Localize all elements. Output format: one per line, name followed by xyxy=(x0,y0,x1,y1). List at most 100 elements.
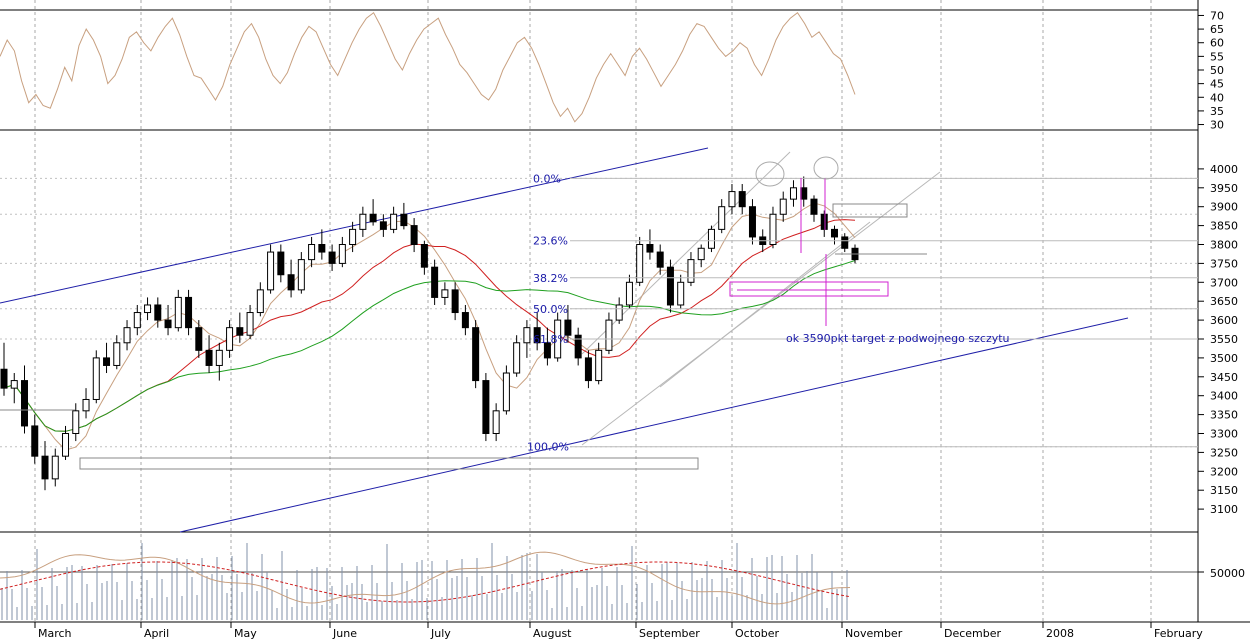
candle xyxy=(359,206,367,237)
candle xyxy=(810,195,818,222)
candle xyxy=(615,297,623,324)
candle xyxy=(789,180,797,207)
candle xyxy=(390,206,398,234)
candle xyxy=(308,236,316,268)
month-label: September xyxy=(639,627,700,640)
candle xyxy=(246,304,254,339)
candle xyxy=(523,320,531,358)
candle xyxy=(800,176,808,207)
candle xyxy=(277,244,285,283)
candle xyxy=(226,320,234,358)
candle xyxy=(841,233,849,253)
candle xyxy=(338,236,346,268)
fib-level-label: 0.0% xyxy=(533,172,561,185)
candle xyxy=(72,403,80,442)
candle xyxy=(21,365,29,434)
oscillator-line xyxy=(0,11,856,123)
candle xyxy=(728,184,736,215)
candle xyxy=(513,335,521,377)
price-tick-label: 3450 xyxy=(1210,371,1238,384)
candle xyxy=(625,274,633,309)
candle xyxy=(656,244,664,275)
candle xyxy=(738,184,746,215)
month-label: August xyxy=(533,627,572,640)
month-label: June xyxy=(332,627,357,640)
gray-box-left xyxy=(79,457,699,470)
moving-averages xyxy=(3,202,856,451)
fib-level-label: 50.0% xyxy=(533,303,568,316)
month-label: December xyxy=(944,627,1002,640)
price-tick-label: 3350 xyxy=(1210,409,1238,422)
price-tick-label: 3600 xyxy=(1210,314,1238,327)
channel-lines xyxy=(0,147,1129,533)
candle xyxy=(256,282,264,317)
oscillator-tick-label: 40 xyxy=(1210,91,1224,104)
candle xyxy=(62,425,70,460)
candle xyxy=(123,320,131,351)
candle xyxy=(636,236,644,287)
candle xyxy=(441,282,449,305)
candle xyxy=(420,240,428,275)
candle xyxy=(820,210,828,237)
candle xyxy=(830,225,838,245)
candle xyxy=(287,259,295,298)
candle xyxy=(666,259,674,313)
candle xyxy=(595,342,603,385)
fib-level-label: 38.2% xyxy=(533,272,568,285)
month-label: November xyxy=(845,627,903,640)
volume-bars xyxy=(1,543,848,620)
panel-frames xyxy=(0,0,1250,623)
month-label: May xyxy=(234,627,257,640)
volume-panel xyxy=(0,543,851,620)
price-tick-label: 3200 xyxy=(1210,465,1238,478)
price-tick-label: 3650 xyxy=(1210,295,1238,308)
month-label: 2008 xyxy=(1046,627,1074,640)
month-label: October xyxy=(735,627,779,640)
month-label: July xyxy=(430,627,451,640)
price-y-axis: 4000 3950 3900 3850 3800 3750 3700 3650 3600 3550… xyxy=(1198,163,1238,516)
candle xyxy=(144,297,152,321)
candle xyxy=(349,221,357,253)
candle xyxy=(677,274,685,309)
x-axis-months: March April May June July August September Octo… xyxy=(34,622,1203,640)
candle xyxy=(554,312,562,362)
oscillator-tick-label: 35 xyxy=(1210,105,1224,118)
price-tick-label: 3750 xyxy=(1210,257,1238,270)
oscillator-tick-label: 30 xyxy=(1210,119,1224,132)
candle xyxy=(164,304,172,336)
double-top-right xyxy=(813,156,839,180)
candle xyxy=(10,373,18,404)
oscillator-tick-label: 55 xyxy=(1210,50,1224,63)
candle xyxy=(779,191,787,222)
candle xyxy=(543,327,551,366)
candle xyxy=(369,199,377,226)
candle xyxy=(646,229,654,260)
price-tick-label: 3100 xyxy=(1210,503,1238,516)
candle xyxy=(328,244,336,271)
price-tick-label: 3900 xyxy=(1210,201,1238,214)
ma-long-line xyxy=(3,260,856,432)
ma-short-line xyxy=(3,202,856,451)
candle xyxy=(103,342,111,374)
fib-level-label: 100.0% xyxy=(527,441,569,454)
candle xyxy=(697,244,705,268)
double-top-left xyxy=(755,161,785,187)
candle xyxy=(472,320,480,389)
candle xyxy=(318,229,326,260)
oscillator-tick-label: 45 xyxy=(1210,78,1224,91)
candle xyxy=(718,199,726,234)
candle xyxy=(31,414,39,464)
target-box xyxy=(729,281,889,297)
lower-channel-line xyxy=(179,317,1129,533)
candle xyxy=(236,312,244,343)
candle xyxy=(0,342,8,396)
candle xyxy=(492,403,500,442)
candle xyxy=(379,214,387,237)
oscillator-panel xyxy=(0,11,856,123)
oscillator-tick-label: 60 xyxy=(1210,37,1224,50)
price-tick-label: 3150 xyxy=(1210,484,1238,497)
price-tick-label: 4000 xyxy=(1210,163,1238,176)
price-tick-label: 3400 xyxy=(1210,390,1238,403)
